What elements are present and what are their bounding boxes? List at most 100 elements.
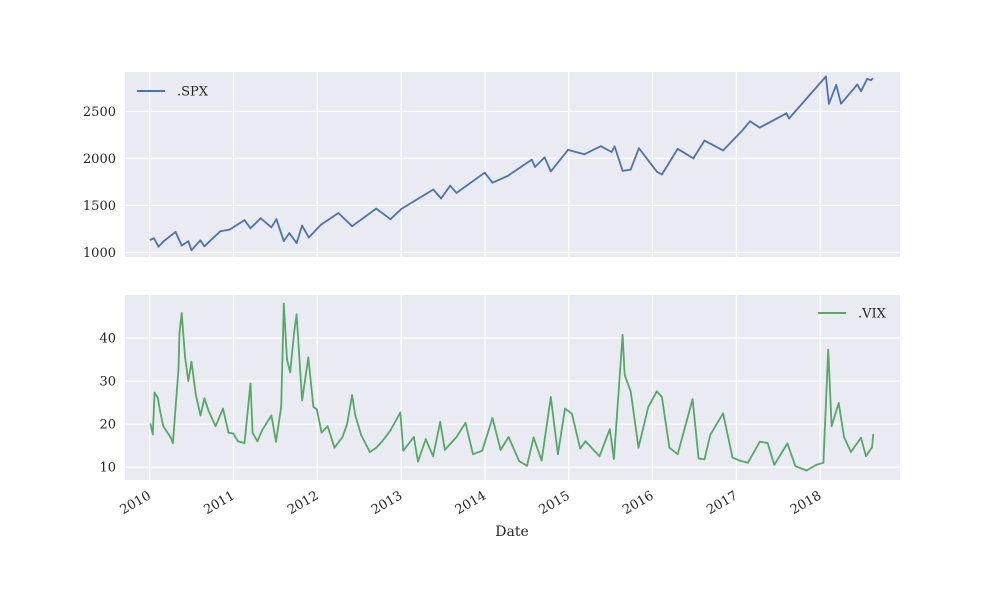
- data-point: [178, 333, 181, 336]
- data-point: [731, 456, 734, 459]
- data-point: [432, 188, 435, 191]
- data-point: [249, 382, 252, 385]
- data-point: [443, 449, 446, 451]
- data-point: [661, 396, 663, 398]
- data-point: [172, 442, 174, 444]
- data-point: [840, 102, 842, 105]
- data-point: [412, 436, 415, 438]
- data-point: [243, 219, 246, 222]
- data-point: [571, 412, 573, 415]
- data-point: [794, 465, 797, 468]
- data-point: [647, 406, 650, 408]
- data-point: [399, 411, 402, 414]
- data-point: [368, 451, 371, 453]
- data-point: [722, 149, 724, 152]
- data-point: [157, 245, 160, 248]
- data-point: [351, 394, 353, 397]
- data-point: [749, 120, 751, 123]
- data-point: [871, 77, 874, 80]
- data-point: [293, 331, 295, 334]
- data-point: [805, 469, 808, 472]
- data-point: [354, 414, 357, 417]
- data-point: [676, 147, 679, 150]
- data-point: [598, 455, 601, 458]
- data-point: [402, 449, 405, 452]
- data-point: [758, 126, 761, 129]
- series-line: [149, 302, 875, 472]
- data-point: [256, 440, 259, 443]
- data-point: [830, 425, 833, 428]
- data-point: [837, 402, 840, 404]
- data-point: [788, 117, 790, 120]
- data-point: [211, 237, 214, 240]
- data-point: [661, 173, 663, 176]
- legend-label: .VIX: [858, 307, 887, 322]
- y-tick-label: 1500: [83, 199, 116, 214]
- data-point: [243, 442, 246, 444]
- data-point: [638, 147, 640, 150]
- data-point: [827, 348, 830, 351]
- data-point: [532, 436, 535, 439]
- data-point: [543, 156, 546, 159]
- data-point: [850, 451, 852, 453]
- data-point: [549, 170, 552, 173]
- data-point: [251, 431, 254, 434]
- data-point: [738, 459, 741, 462]
- data-point: [584, 440, 587, 443]
- data-point: [822, 461, 825, 464]
- data-point: [190, 249, 193, 252]
- data-point: [162, 240, 165, 243]
- data-point: [629, 390, 632, 393]
- spx-subplot: 1000 1500 2000 2500 .SPX: [83, 72, 900, 261]
- data-point: [232, 432, 235, 435]
- data-point: [449, 184, 451, 187]
- data-point: [228, 228, 231, 231]
- data-point: [187, 380, 190, 382]
- data-point: [280, 406, 283, 408]
- data-point: [692, 157, 695, 160]
- data-point: [307, 236, 310, 239]
- data-point: [439, 421, 442, 423]
- data-point: [199, 414, 202, 417]
- data-point: [507, 436, 510, 438]
- data-point: [190, 360, 193, 363]
- data-point: [773, 464, 776, 466]
- data-point: [455, 192, 458, 194]
- data-point: [153, 391, 156, 394]
- data-point: [207, 410, 210, 413]
- data-point: [703, 139, 706, 142]
- data-point: [835, 84, 838, 86]
- data-point: [375, 446, 378, 449]
- data-point: [583, 153, 586, 156]
- data-point: [530, 158, 533, 161]
- data-point: [766, 442, 769, 444]
- data-point: [237, 440, 239, 443]
- data-point: [153, 237, 155, 240]
- data-point: [194, 393, 197, 395]
- data-point: [507, 174, 509, 177]
- data-point: [214, 425, 217, 428]
- data-point: [282, 240, 285, 243]
- data-point: [741, 129, 744, 132]
- y-tick-label: 2500: [83, 105, 116, 120]
- data-point: [301, 224, 303, 227]
- data-point: [464, 421, 467, 424]
- data-point: [491, 181, 494, 184]
- data-point: [815, 464, 818, 466]
- data-point: [872, 433, 875, 436]
- data-point: [286, 358, 288, 361]
- data-point: [389, 429, 392, 432]
- data-point: [860, 436, 862, 439]
- data-point: [275, 218, 278, 221]
- data-point: [599, 145, 602, 148]
- data-point: [709, 433, 712, 436]
- data-point: [843, 436, 845, 438]
- data-point: [866, 78, 869, 80]
- data-point: [151, 433, 154, 436]
- data-point: [320, 431, 323, 434]
- data-point: [455, 436, 458, 438]
- data-point: [870, 79, 872, 82]
- data-point: [481, 449, 484, 452]
- data-point: [860, 90, 862, 93]
- data-point: [288, 232, 291, 235]
